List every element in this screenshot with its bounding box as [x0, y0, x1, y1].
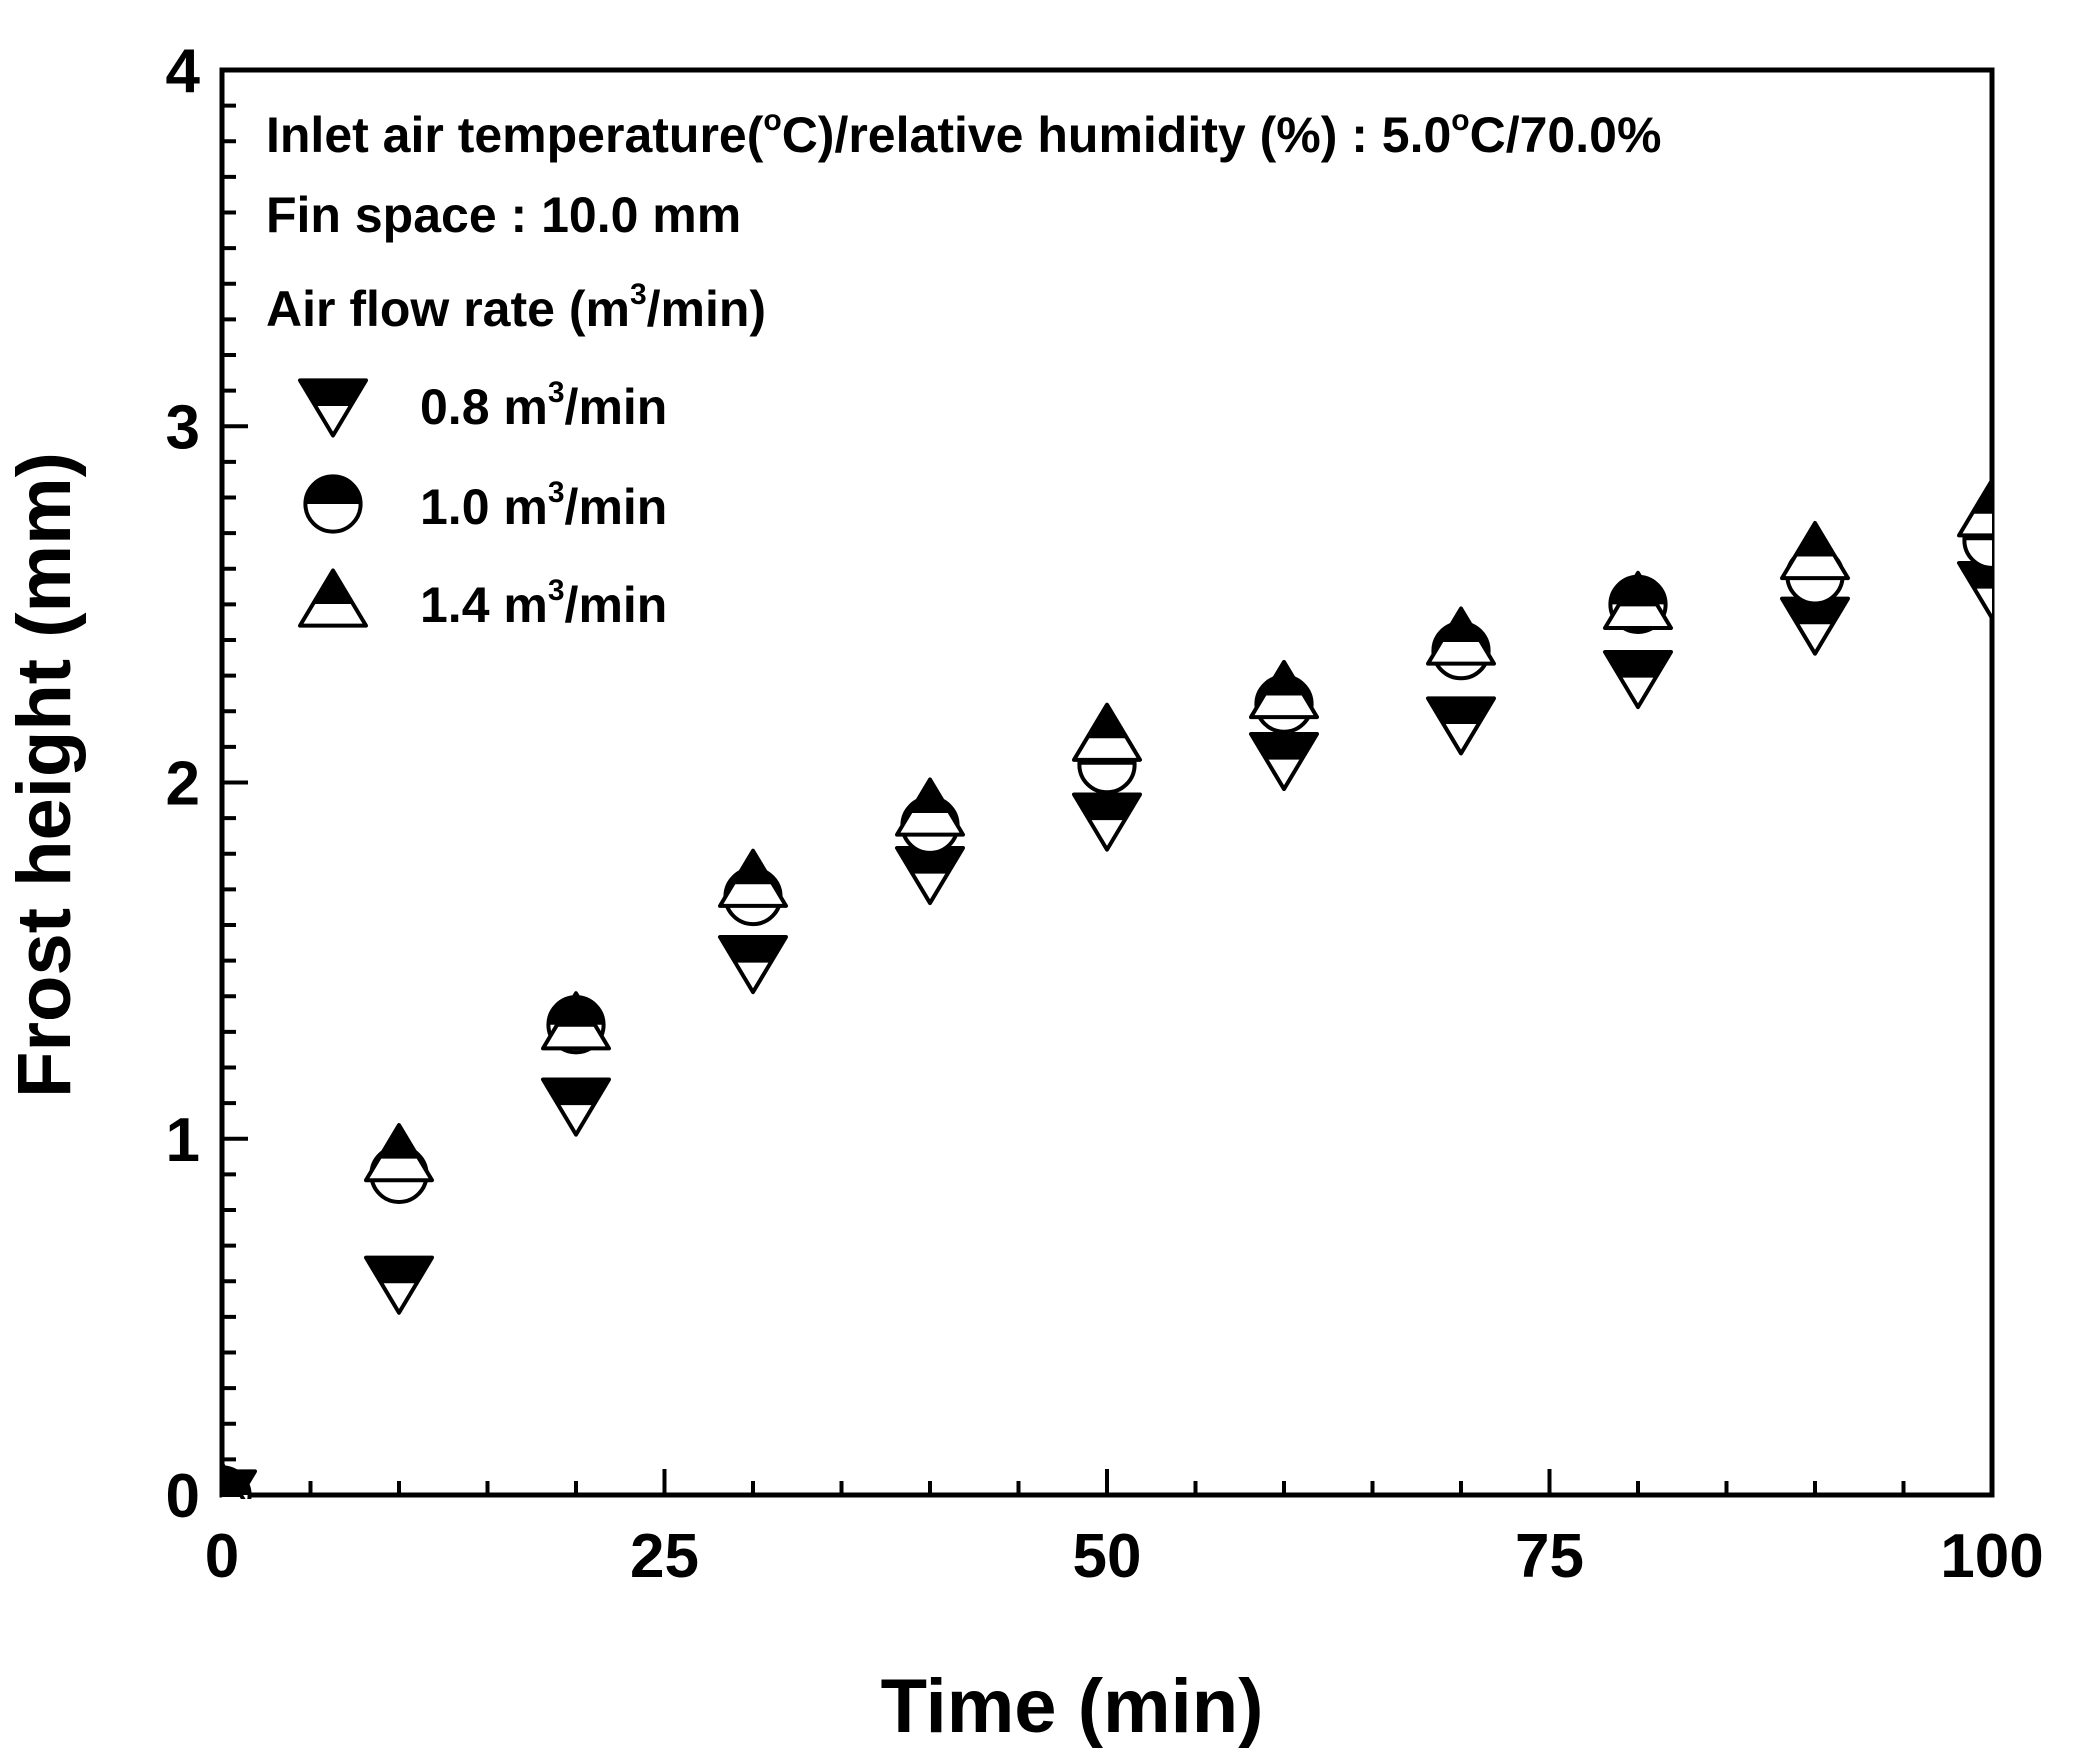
- x-tick-label: 50: [1073, 1522, 1142, 1591]
- y-tick-label: 0: [166, 1462, 200, 1531]
- y-tick-label: 1: [166, 1106, 200, 1175]
- legend-label: 0.8 m3/min: [420, 376, 667, 435]
- data-point-up-triangle-half: [1780, 521, 1850, 581]
- annot-degree-2: o: [1451, 104, 1469, 137]
- x-tick-label: 100: [1940, 1522, 2043, 1591]
- data-point-up-triangle-half: [1072, 702, 1142, 762]
- annot-degree-1: o: [763, 104, 781, 137]
- data-point-down-triangle-half: [718, 935, 788, 995]
- data-point-down-triangle-half: [541, 1077, 611, 1137]
- legend-label: 1.0 m3/min: [420, 476, 667, 535]
- legend-item: 1.0 m3/min: [303, 474, 667, 535]
- y-tick-label: 3: [166, 393, 200, 462]
- data-point-up-triangle-half: [1249, 659, 1319, 720]
- annotation-line-2: Fin space : 10.0 mm: [266, 187, 741, 243]
- legend-marker-circle-half: [303, 474, 363, 534]
- data-point-up-triangle-half: [1603, 570, 1673, 630]
- data-point-up-triangle-half: [541, 991, 611, 1051]
- chart-annotation: Inlet air temperature(oC)/relative humid…: [266, 104, 1661, 337]
- data-point-down-triangle-half: [364, 1255, 434, 1315]
- y-tick-label: 4: [166, 37, 201, 106]
- data-points: [222, 478, 1992, 1499]
- data-point-up-triangle-half: [718, 848, 788, 908]
- data-point-down-triangle-half: [1249, 731, 1319, 792]
- x-tick-label: 25: [630, 1522, 699, 1591]
- data-point-up-triangle-half: [1426, 606, 1496, 666]
- data-point-down-triangle-half: [895, 845, 965, 906]
- legend: 0.8 m3/min 1.0 m3/min 1.4 m3/min: [298, 376, 667, 633]
- annot-line3-sup: 3: [630, 278, 647, 311]
- data-point-up-triangle-half: [364, 1123, 434, 1183]
- x-tick-label: 0: [205, 1522, 239, 1591]
- y-axis-title: Frost height (mm): [2, 452, 87, 1098]
- annot-line3-prefix: Air flow rate (m: [266, 281, 630, 337]
- annot-line1-suffix: C/70.0%: [1470, 107, 1662, 163]
- legend-marker-up-triangle-half: [298, 568, 368, 628]
- y-tick-label: 2: [166, 750, 200, 819]
- legend-label: 1.4 m3/min: [420, 574, 667, 633]
- data-point-down-triangle-half: [1603, 650, 1673, 710]
- data-point-down-triangle-half: [1780, 596, 1850, 656]
- x-axis-title: Time (min): [881, 1664, 1264, 1749]
- tick-labels: 0 25 50 75 100 0 1 2 3 4: [166, 37, 2044, 1591]
- annotation-line-1: Inlet air temperature(oC)/relative humid…: [266, 104, 1661, 163]
- data-point-up-triangle-half: [1957, 478, 1992, 538]
- data-point-down-triangle-half: [1957, 560, 1992, 621]
- data-point-down-triangle-half: [1072, 792, 1142, 852]
- annot-line1-prefix: Inlet air temperature(: [266, 107, 764, 163]
- annot-line1-mid: C)/relative humidity (%) : 5.0: [782, 107, 1452, 163]
- annotation-line-3: Air flow rate (m3/min): [266, 278, 766, 337]
- data-point-down-triangle-half: [1426, 696, 1496, 756]
- legend-item: 1.4 m3/min: [298, 568, 667, 633]
- legend-marker-down-triangle-half: [298, 378, 368, 438]
- annot-line3-suffix: /min): [647, 281, 766, 337]
- data-point-up-triangle-half: [222, 1461, 246, 1499]
- legend-item: 0.8 m3/min: [298, 376, 667, 438]
- data-point-up-triangle-half: [895, 777, 965, 837]
- x-tick-label: 75: [1515, 1522, 1584, 1591]
